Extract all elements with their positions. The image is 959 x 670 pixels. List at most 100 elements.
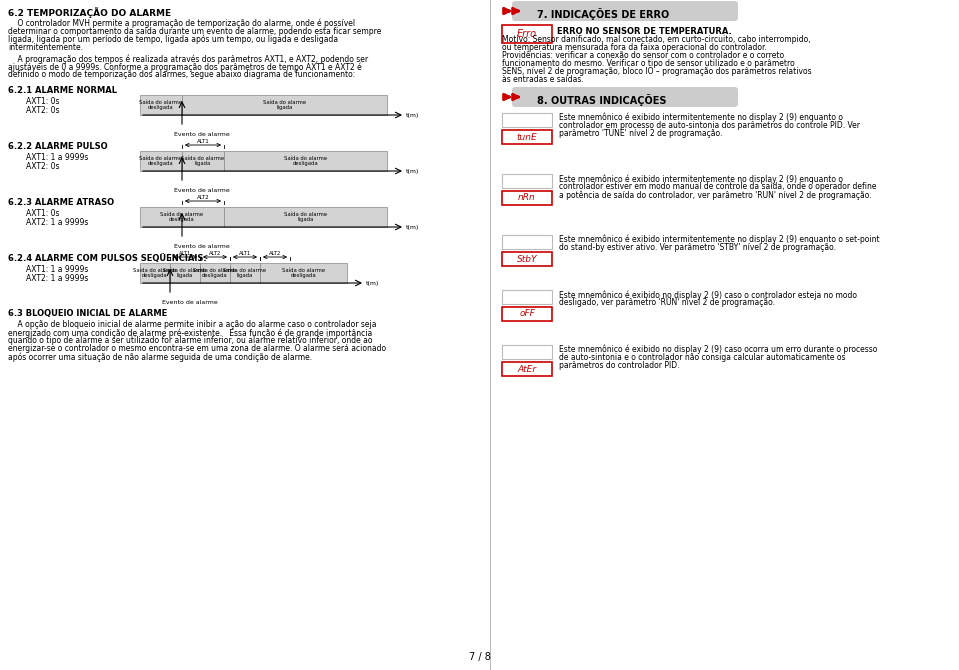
- Bar: [502, 345, 552, 359]
- Text: de auto-sintonia e o controlador não consiga calcular automaticamente os: de auto-sintonia e o controlador não con…: [559, 353, 846, 362]
- Text: a potência de saída do controlador, ver parâmetro 'RUN' nível 2 de programação.: a potência de saída do controlador, ver …: [559, 190, 872, 200]
- Text: desligado, ver parâmetro 'RUN' nível 2 de programação.: desligado, ver parâmetro 'RUN' nível 2 d…: [559, 298, 775, 307]
- Text: definido o modo de temporização dos alarmes, segue abaixo diagrama de funcioname: definido o modo de temporização dos alar…: [8, 70, 355, 79]
- Text: Este mnemônico é exibido intermitentemente no display 2 (9) enquanto o set-point: Este mnemônico é exibido intermitentemen…: [559, 235, 879, 245]
- Text: ALT2: ALT2: [209, 251, 222, 256]
- Text: determinar o comportamento da saída durante um evento de alarme, podendo esta fi: determinar o comportamento da saída dura…: [8, 27, 382, 36]
- Text: às entradas e saídas.: às entradas e saídas.: [502, 75, 584, 84]
- Text: 6.2.4 ALARME COM PULSOS SEQÜENCIAIS.: 6.2.4 ALARME COM PULSOS SEQÜENCIAIS.: [8, 254, 206, 263]
- Text: ALT1: ALT1: [178, 251, 191, 256]
- Bar: [182, 95, 387, 115]
- Text: 6.2.2 ALARME PULSO: 6.2.2 ALARME PULSO: [8, 142, 107, 151]
- Bar: [170, 263, 200, 283]
- Text: ligada, ligada por um período de tempo, ligada após um tempo, ou ligada e deslig: ligada, ligada por um período de tempo, …: [8, 35, 339, 44]
- Text: Motivo: Sensor danificado, mal conectado, em curto-circuito, cabo interrompido,: Motivo: Sensor danificado, mal conectado…: [502, 35, 810, 44]
- Text: 7 / 8: 7 / 8: [469, 652, 491, 662]
- Text: Saída do alarme
desligada: Saída do alarme desligada: [282, 267, 325, 279]
- Text: Evento de alarme: Evento de alarme: [174, 132, 230, 137]
- Bar: [502, 235, 552, 249]
- Bar: [502, 130, 552, 144]
- Text: parâmetro 'TUNE' nível 2 de programação.: parâmetro 'TUNE' nível 2 de programação.: [559, 129, 722, 138]
- Text: 6.2 TEMPORIZAÇÃO DO ALARME: 6.2 TEMPORIZAÇÃO DO ALARME: [8, 7, 171, 18]
- Text: funcionamento do mesmo. Verificar o tipo de sensor utilizado e o parâmetro: funcionamento do mesmo. Verificar o tipo…: [502, 59, 795, 68]
- Text: AXT2: 1 a 9999s: AXT2: 1 a 9999s: [26, 218, 88, 227]
- Bar: [140, 95, 182, 115]
- Text: Saída do alarme
ligada: Saída do alarme ligada: [284, 212, 327, 222]
- Bar: [140, 151, 182, 171]
- Text: ALT2: ALT2: [269, 251, 281, 256]
- Text: Evento de alarme: Evento de alarme: [174, 188, 230, 193]
- Text: Este mnemônico é exibido intermitentemente no display 2 (9) enquanto o: Este mnemônico é exibido intermitentemen…: [559, 174, 843, 184]
- Bar: [502, 174, 552, 188]
- Text: Saída do alarme
desligada: Saída do alarme desligada: [284, 155, 327, 166]
- Text: StbY: StbY: [517, 255, 537, 263]
- Text: Saída do alarme
desligada: Saída do alarme desligada: [139, 100, 182, 111]
- Text: A programação dos tempos é realizada através dos parâmetros AXT1, e AXT2, podend: A programação dos tempos é realizada atr…: [8, 54, 368, 64]
- Text: Saída do alarme
ligada: Saída do alarme ligada: [181, 155, 224, 166]
- Text: Este mnemônico é exibido intermitentemente no display 2 (9) enquanto o: Este mnemônico é exibido intermitentemen…: [559, 113, 843, 123]
- Bar: [502, 191, 552, 205]
- Text: O controlador MVH permite a programação de temporização do alarme, onde é possív: O controlador MVH permite a programação …: [8, 19, 355, 29]
- Text: Este mnemônico é exibido no display 2 (9) caso o controlador esteja no modo: Este mnemônico é exibido no display 2 (9…: [559, 290, 857, 299]
- Text: tunE: tunE: [517, 133, 537, 141]
- Bar: [502, 307, 552, 321]
- Text: Saída do alarme
ligada: Saída do alarme ligada: [163, 267, 206, 279]
- Bar: [502, 362, 552, 376]
- Text: 8. OUTRAS INDICAÇÕES: 8. OUTRAS INDICAÇÕES: [537, 94, 667, 106]
- Text: Saída do alarme
ligada: Saída do alarme ligada: [223, 267, 267, 279]
- Text: AXT2: 1 a 9999s: AXT2: 1 a 9999s: [26, 274, 88, 283]
- Bar: [502, 290, 552, 304]
- Text: Erro: Erro: [517, 29, 537, 39]
- Text: Saída do alarme
ligada: Saída do alarme ligada: [263, 100, 306, 111]
- Text: t(m): t(m): [366, 281, 380, 285]
- Text: após ocorrer uma situação de não alarme seguida de uma condição de alarme.: após ocorrer uma situação de não alarme …: [8, 352, 312, 362]
- Bar: [224, 207, 387, 227]
- Bar: [502, 113, 552, 127]
- Text: 6.2.1 ALARME NORMAL: 6.2.1 ALARME NORMAL: [8, 86, 117, 95]
- Text: energizado com uma condição de alarme pré-existente.   Essa função é de grande i: energizado com uma condição de alarme pr…: [8, 328, 372, 338]
- Text: Evento de alarme: Evento de alarme: [162, 300, 218, 305]
- Text: Evento de alarme: Evento de alarme: [174, 244, 230, 249]
- Text: ALT1: ALT1: [239, 251, 251, 256]
- Text: quando o tipo de alarme a ser utilizado for alarme inferior, ou alarme relativo : quando o tipo de alarme a ser utilizado …: [8, 336, 372, 345]
- Text: Saída do alarme
desligada: Saída do alarme desligada: [139, 155, 182, 166]
- Text: Saída do alarme
desligada: Saída do alarme desligada: [194, 267, 237, 279]
- Text: AXT2: 0s: AXT2: 0s: [26, 106, 59, 115]
- Bar: [260, 263, 347, 283]
- Text: t(m): t(m): [406, 224, 419, 230]
- Text: controlador estiver em modo manual de controle da saída, onde o operador define: controlador estiver em modo manual de co…: [559, 182, 877, 191]
- Text: AXT1: 1 a 9999s: AXT1: 1 a 9999s: [26, 265, 88, 274]
- Text: AXT2: 0s: AXT2: 0s: [26, 162, 59, 171]
- Bar: [230, 263, 260, 283]
- Text: nRn: nRn: [518, 194, 536, 202]
- Text: t(m): t(m): [406, 168, 419, 174]
- Text: intermitentemente.: intermitentemente.: [8, 43, 83, 52]
- Text: A opção de bloqueio inicial de alarme permite inibir a ação do alarme caso o con: A opção de bloqueio inicial de alarme pe…: [8, 320, 377, 329]
- Bar: [140, 263, 170, 283]
- Text: Saída do alarme
desligada: Saída do alarme desligada: [133, 267, 176, 279]
- Bar: [140, 207, 224, 227]
- Text: AXT1: 0s: AXT1: 0s: [26, 209, 59, 218]
- Text: 7. INDICAÇÕES DE ERRO: 7. INDICAÇÕES DE ERRO: [537, 8, 669, 20]
- Bar: [224, 151, 387, 171]
- Text: parâmetros do controlador PID.: parâmetros do controlador PID.: [559, 361, 680, 370]
- Text: ERRO NO SENSOR DE TEMPERATURA.: ERRO NO SENSOR DE TEMPERATURA.: [557, 27, 732, 36]
- Text: Providências: verificar a conexão do sensor com o controlador e o correto: Providências: verificar a conexão do sen…: [502, 51, 784, 60]
- Text: do stand-by estiver ativo. Ver parâmetro 'STBY' nível 2 de programação.: do stand-by estiver ativo. Ver parâmetro…: [559, 243, 836, 252]
- Bar: [200, 263, 230, 283]
- Text: AtEr: AtEr: [518, 364, 537, 373]
- Text: 6.2.3 ALARME ATRASO: 6.2.3 ALARME ATRASO: [8, 198, 114, 207]
- Text: t(m): t(m): [406, 113, 419, 117]
- Text: energizar-se o controlador o mesmo encontra-se em uma zona de alarme. O alarme s: energizar-se o controlador o mesmo encon…: [8, 344, 386, 353]
- Text: ALT1: ALT1: [197, 139, 209, 144]
- Text: ajustáveis de 0 a 9999s. Conforme a programação dos parâmetros de tempo AXT1 e A: ajustáveis de 0 a 9999s. Conforme a prog…: [8, 62, 362, 72]
- Bar: [182, 151, 224, 171]
- Bar: [502, 25, 552, 43]
- FancyBboxPatch shape: [512, 87, 738, 107]
- Text: Este mnemônico é exibido no display 2 (9) caso ocorra um erro durante o processo: Este mnemônico é exibido no display 2 (9…: [559, 345, 877, 354]
- Text: SENS, nível 2 de programação, bloco IO – programação dos parâmetros relativos: SENS, nível 2 de programação, bloco IO –…: [502, 67, 811, 76]
- Text: controlador em processo de auto-sintonia dos parâmetros do controle PID. Ver: controlador em processo de auto-sintonia…: [559, 121, 860, 130]
- Text: Saída do alarme
desligada: Saída do alarme desligada: [160, 212, 203, 222]
- Text: oFF: oFF: [519, 310, 535, 318]
- Text: ou temperatura mensurada fora da faixa operacional do controlador.: ou temperatura mensurada fora da faixa o…: [502, 43, 767, 52]
